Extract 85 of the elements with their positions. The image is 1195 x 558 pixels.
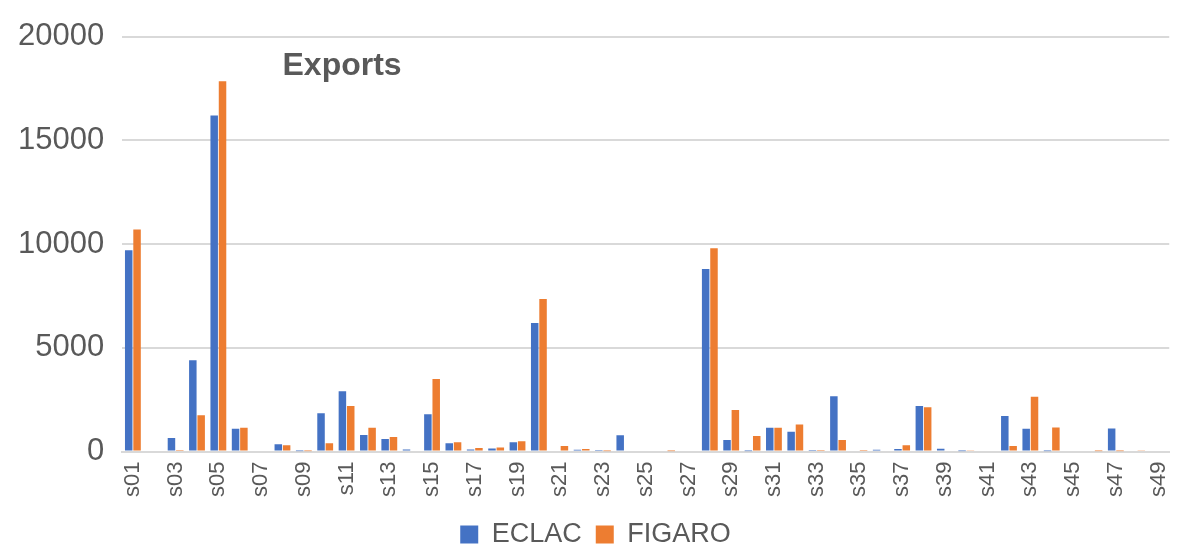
y-tick-label: 15000 <box>17 120 105 156</box>
x-tick-label: s21 <box>546 461 572 498</box>
bar <box>902 445 911 451</box>
bar <box>616 435 624 451</box>
bar <box>475 448 483 451</box>
bar <box>424 414 432 451</box>
bar <box>488 448 496 451</box>
bar <box>766 427 774 451</box>
bar <box>197 415 205 451</box>
x-tick-label: s01 <box>118 461 144 498</box>
legend-label: FIGARO <box>627 517 731 548</box>
bar <box>517 441 526 451</box>
bar <box>915 405 924 451</box>
x-tick-label: s23 <box>589 461 615 498</box>
x-tick-label: s37 <box>888 461 914 498</box>
bar <box>432 378 440 451</box>
bar <box>774 427 782 451</box>
bar <box>282 445 291 451</box>
bar <box>453 442 462 451</box>
bar <box>1009 445 1017 451</box>
bar <box>1001 416 1009 451</box>
bar <box>1107 428 1116 451</box>
bar <box>274 444 283 451</box>
y-tick-label: 20000 <box>17 17 105 53</box>
bar <box>231 428 240 451</box>
bar <box>317 413 325 451</box>
x-tick-label: s11 <box>332 461 358 496</box>
bar <box>723 440 731 451</box>
x-tick-label: s15 <box>418 461 444 498</box>
bar <box>838 439 846 451</box>
x-tick-label: s35 <box>845 461 871 498</box>
bar <box>710 248 718 451</box>
legend-label: ECLAC <box>491 517 582 548</box>
bar <box>368 427 376 451</box>
x-tick-label: s41 <box>973 461 999 498</box>
bar <box>338 391 347 451</box>
x-tick-label: s39 <box>930 461 956 498</box>
bar <box>795 424 804 451</box>
bar <box>445 443 453 451</box>
bar <box>731 410 740 451</box>
bar <box>325 443 334 451</box>
x-tick-label: s49 <box>1144 461 1170 498</box>
y-tick-label: 5000 <box>35 328 105 364</box>
x-tick-label: s45 <box>1059 461 1085 498</box>
bar <box>189 360 197 451</box>
x-tick-label: s27 <box>674 461 700 498</box>
bar <box>133 229 141 451</box>
bar <box>830 396 838 451</box>
x-tick-label: s17 <box>460 461 486 498</box>
x-tick-label: s29 <box>717 461 743 498</box>
chart-title: Exports <box>282 46 402 83</box>
x-tick-label: s43 <box>1016 461 1042 498</box>
bar <box>389 437 398 451</box>
bar <box>923 407 932 451</box>
x-tick-label: s33 <box>802 461 828 498</box>
bar <box>167 438 176 451</box>
x-tick-label: s47 <box>1101 461 1127 498</box>
x-tick-label: s07 <box>247 461 273 498</box>
bar <box>360 434 368 451</box>
bar <box>346 405 355 451</box>
bar <box>539 299 547 451</box>
bar <box>509 442 518 451</box>
x-tick-label: s09 <box>289 461 315 498</box>
bar <box>496 447 505 451</box>
x-tick-label: s19 <box>503 461 529 498</box>
y-tick-label: 0 <box>86 432 105 468</box>
bar <box>560 445 569 451</box>
bar <box>701 268 710 451</box>
x-tick-label: s31 <box>759 461 785 498</box>
bar <box>218 81 227 451</box>
bar <box>1052 427 1060 451</box>
x-tick-label: s03 <box>161 461 187 498</box>
bar <box>787 431 795 451</box>
bar <box>381 439 389 451</box>
x-tick-label: s13 <box>375 461 401 498</box>
bar <box>1030 396 1039 451</box>
bar <box>210 115 218 451</box>
x-tick-label: s25 <box>631 461 657 498</box>
bar <box>124 250 133 451</box>
y-tick-label: 10000 <box>17 224 105 260</box>
bar <box>530 322 539 451</box>
bar <box>240 427 248 451</box>
bar <box>752 435 761 451</box>
x-tick-label: s05 <box>204 461 230 498</box>
bar <box>1022 428 1030 451</box>
